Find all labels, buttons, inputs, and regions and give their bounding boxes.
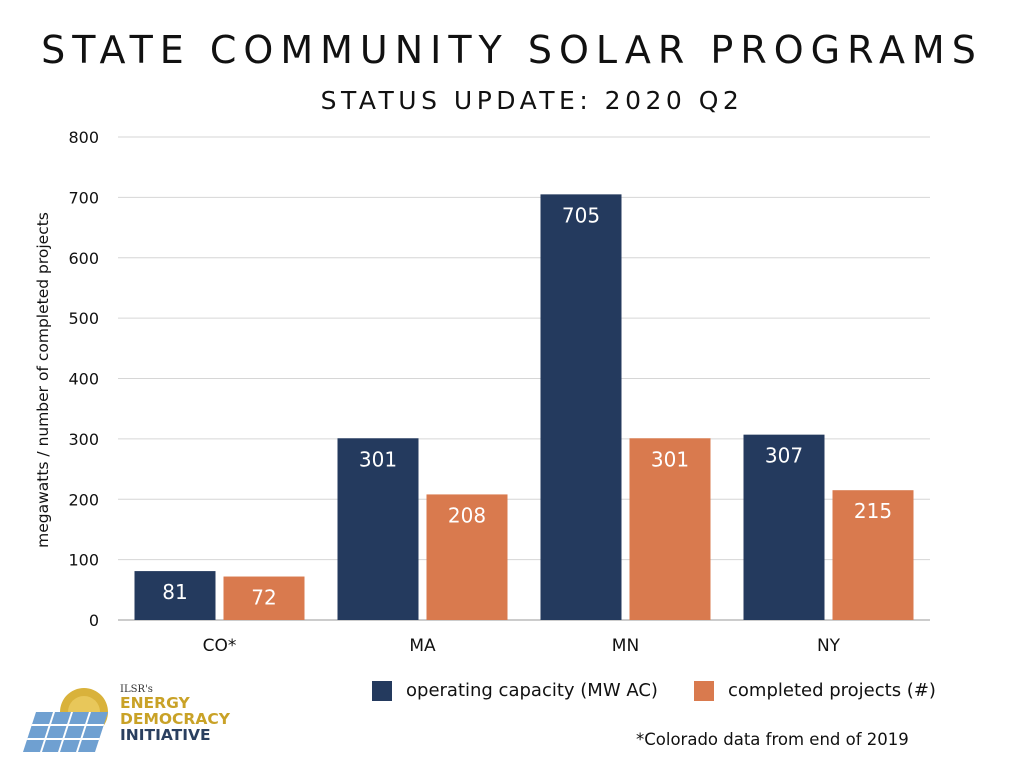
y-tick-label: 600 <box>68 249 99 268</box>
legend-swatch-capacity <box>372 680 392 701</box>
bar-value-label: 72 <box>251 586 276 610</box>
x-tick-label: MN <box>612 636 639 656</box>
chart-subtitle: STATUS UPDATE: 2020 Q2 <box>320 86 744 115</box>
legend-item-capacity: operating capacity (MW AC) <box>372 680 658 701</box>
bar-value-label: 301 <box>359 447 397 471</box>
bar <box>223 576 305 620</box>
logo-line-energy: ENERGY <box>120 694 190 712</box>
energy-democracy-logo: ILSR's ENERGY DEMOCRACY INITIATIVE <box>22 684 262 754</box>
y-tick-label: 700 <box>68 188 99 207</box>
x-tick-label: MA <box>409 636 436 656</box>
y-tick-label: 500 <box>68 309 99 328</box>
y-tick-label: 200 <box>68 490 99 509</box>
bar-value-label: 81 <box>162 580 187 604</box>
bar <box>629 438 711 620</box>
bar <box>134 571 216 620</box>
logo-org: ILSR's <box>120 684 153 695</box>
bar-value-label: 307 <box>765 444 803 468</box>
x-tick-label: CO* <box>203 636 237 656</box>
solar-panel-sun-icon <box>23 688 108 752</box>
bar-chart: 0 100 200 300 400 500 600 700 800 81 72 301 208 705 3… <box>34 128 930 656</box>
bar <box>426 494 508 620</box>
y-tick-label: 100 <box>68 551 99 570</box>
y-tick-label: 400 <box>68 370 99 389</box>
bar-value-label: 215 <box>854 499 892 523</box>
bar-value-label: 705 <box>562 203 600 227</box>
x-axis-ticks: CO* MA MN NY <box>203 636 841 656</box>
legend-label-projects: completed projects (#) <box>728 680 936 701</box>
bar <box>540 194 622 620</box>
legend-label-capacity: operating capacity (MW AC) <box>406 680 658 701</box>
y-tick-label: 800 <box>68 128 99 147</box>
x-tick-label: NY <box>817 636 841 656</box>
legend-item-projects: completed projects (#) <box>694 680 936 701</box>
y-axis-ticks: 0 100 200 300 400 500 600 700 800 <box>68 128 99 630</box>
bar <box>337 438 419 620</box>
bar-value-label: 301 <box>651 447 689 471</box>
logo-line-democracy: DEMOCRACY <box>120 710 230 728</box>
legend-swatch-projects <box>694 680 714 701</box>
logo-line-initiative: INITIATIVE <box>120 726 211 744</box>
bar <box>832 490 914 620</box>
bar-value-label: 208 <box>448 503 486 527</box>
chart-title: STATE COMMUNITY SOLAR PROGRAMS <box>41 28 983 72</box>
bar <box>743 434 825 620</box>
y-tick-label: 0 <box>89 611 99 630</box>
y-axis-label: megawatts / number of completed projects <box>34 212 52 548</box>
footnote: *Colorado data from end of 2019 <box>636 730 909 749</box>
y-tick-label: 300 <box>68 430 99 449</box>
bars: 81 72 301 208 705 301 307 215 <box>134 194 914 620</box>
